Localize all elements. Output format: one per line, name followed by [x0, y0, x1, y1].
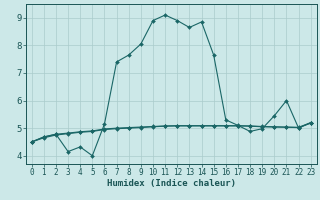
- X-axis label: Humidex (Indice chaleur): Humidex (Indice chaleur): [107, 179, 236, 188]
